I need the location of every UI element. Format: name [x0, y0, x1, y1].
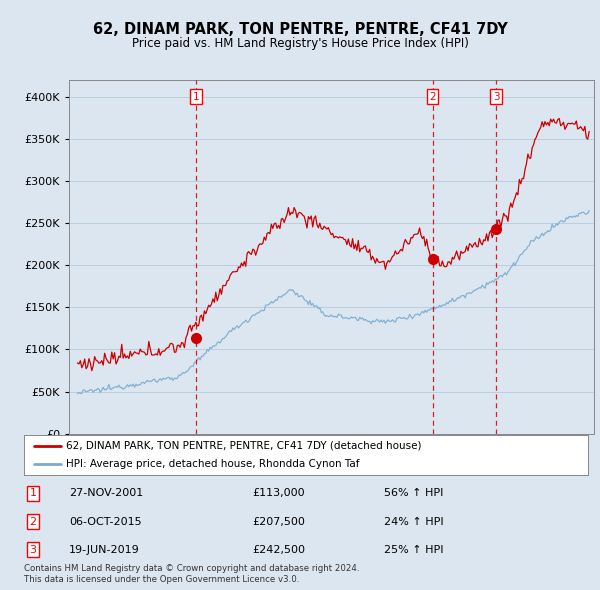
Text: 27-NOV-2001: 27-NOV-2001 — [69, 489, 143, 498]
Text: 3: 3 — [29, 545, 37, 555]
Text: 1: 1 — [193, 91, 199, 101]
Text: 56% ↑ HPI: 56% ↑ HPI — [384, 489, 443, 498]
Text: 2: 2 — [429, 91, 436, 101]
Text: £113,000: £113,000 — [252, 489, 305, 498]
Text: 62, DINAM PARK, TON PENTRE, PENTRE, CF41 7DY (detached house): 62, DINAM PARK, TON PENTRE, PENTRE, CF41… — [66, 441, 422, 451]
Text: 1: 1 — [29, 489, 37, 498]
Text: 3: 3 — [493, 91, 499, 101]
Text: 06-OCT-2015: 06-OCT-2015 — [69, 517, 142, 526]
Text: 62, DINAM PARK, TON PENTRE, PENTRE, CF41 7DY: 62, DINAM PARK, TON PENTRE, PENTRE, CF41… — [92, 22, 508, 37]
Text: Price paid vs. HM Land Registry's House Price Index (HPI): Price paid vs. HM Land Registry's House … — [131, 37, 469, 50]
Text: 24% ↑ HPI: 24% ↑ HPI — [384, 517, 443, 526]
Text: HPI: Average price, detached house, Rhondda Cynon Taf: HPI: Average price, detached house, Rhon… — [66, 459, 360, 469]
Text: This data is licensed under the Open Government Licence v3.0.: This data is licensed under the Open Gov… — [24, 575, 299, 584]
Text: 25% ↑ HPI: 25% ↑ HPI — [384, 545, 443, 555]
Text: £242,500: £242,500 — [252, 545, 305, 555]
Text: Contains HM Land Registry data © Crown copyright and database right 2024.: Contains HM Land Registry data © Crown c… — [24, 564, 359, 573]
Text: 19-JUN-2019: 19-JUN-2019 — [69, 545, 140, 555]
Text: 2: 2 — [29, 517, 37, 526]
Text: £207,500: £207,500 — [252, 517, 305, 526]
